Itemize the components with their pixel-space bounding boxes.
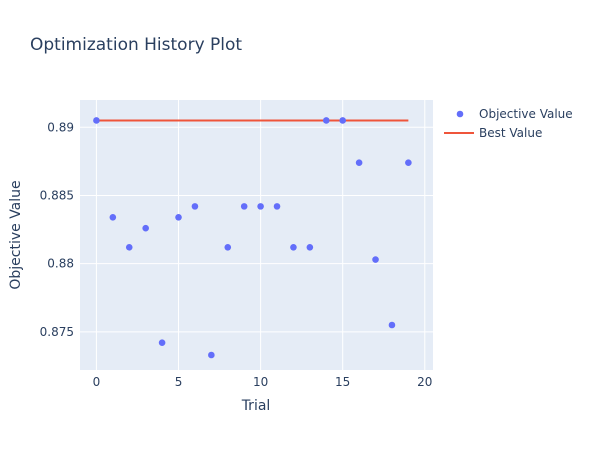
- y-tick-label: 0.875: [40, 325, 74, 339]
- objective-value-point[interactable]: [274, 203, 281, 210]
- legend-objective-label[interactable]: Objective Value: [479, 107, 573, 121]
- legend[interactable]: Objective Value Best Value: [444, 107, 573, 140]
- objective-value-point[interactable]: [290, 244, 297, 251]
- objective-value-point[interactable]: [126, 244, 133, 251]
- objective-value-point[interactable]: [110, 214, 117, 221]
- y-tick-label: 0.885: [40, 188, 74, 202]
- x-tick-label: 5: [175, 375, 183, 389]
- objective-value-point[interactable]: [323, 117, 330, 124]
- objective-value-point[interactable]: [192, 203, 199, 210]
- objective-value-point[interactable]: [257, 203, 264, 210]
- objective-value-point[interactable]: [142, 225, 149, 232]
- x-tick-label: 10: [253, 375, 268, 389]
- objective-value-point[interactable]: [93, 117, 100, 124]
- x-tick-labels: 0 5 10 15 20: [93, 375, 433, 389]
- objective-value-point[interactable]: [339, 117, 346, 124]
- x-tick-label: 15: [335, 375, 350, 389]
- objective-value-point[interactable]: [241, 203, 248, 210]
- x-axis-title: Trial: [241, 398, 271, 414]
- objective-value-point[interactable]: [159, 339, 166, 346]
- objective-value-point[interactable]: [389, 322, 396, 329]
- x-tick-label: 20: [417, 375, 432, 389]
- legend-best-label[interactable]: Best Value: [479, 126, 542, 140]
- y-axis-title: Objective Value: [8, 180, 24, 289]
- chart-title: Optimization History Plot: [30, 35, 242, 55]
- y-tick-label: 0.89: [47, 120, 74, 134]
- legend-objective-marker: [457, 111, 464, 118]
- y-tick-label: 0.88: [47, 257, 74, 271]
- objective-value-point[interactable]: [405, 159, 412, 166]
- objective-value-point[interactable]: [175, 214, 182, 221]
- x-tick-label: 0: [93, 375, 101, 389]
- plot-area: [80, 100, 433, 370]
- objective-value-point[interactable]: [307, 244, 314, 251]
- objective-value-point[interactable]: [208, 352, 215, 359]
- objective-value-point[interactable]: [372, 256, 379, 263]
- objective-value-point[interactable]: [356, 159, 363, 166]
- y-tick-labels: 0.875 0.88 0.885 0.89: [40, 120, 74, 339]
- objective-value-point[interactable]: [224, 244, 231, 251]
